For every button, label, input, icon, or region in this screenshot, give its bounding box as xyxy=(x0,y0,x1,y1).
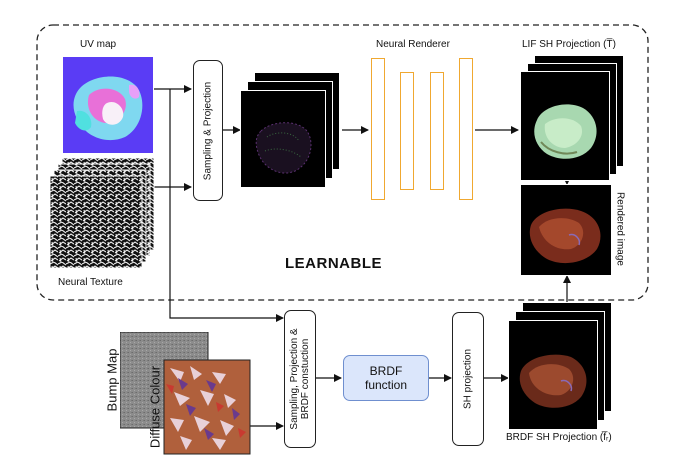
sampling-projection-box: Sampling & Projection xyxy=(193,60,223,201)
brdf-function-box: BRDF function xyxy=(343,355,429,401)
brdf-sampling-box: Sampling, Projection & BRDF constuction xyxy=(284,310,316,448)
neural-texture-stack xyxy=(50,158,155,269)
bump-map-label-wrap: Bump Map xyxy=(104,332,120,428)
neural-texture-label: Neural Texture xyxy=(58,277,123,288)
brdf-sh-image xyxy=(519,354,587,408)
projected-frame-front xyxy=(240,90,326,188)
diffuse-colour-label: Diffuse Colour xyxy=(147,365,163,449)
renderer-layer-1 xyxy=(371,58,385,200)
diffuse-colour-image xyxy=(163,359,251,455)
sh-projection-label: SH projection xyxy=(462,348,474,410)
sh-projection-box: SH projection xyxy=(452,312,484,446)
brdf-sh-frame-front xyxy=(508,320,598,430)
lif-sh-image xyxy=(534,104,597,159)
renderer-layer-4 xyxy=(459,58,473,200)
bump-map-label: Bump Map xyxy=(104,348,120,412)
brdf-sampling-label: Sampling, Projection & BRDF constuction xyxy=(289,328,311,429)
renderer-layer-2 xyxy=(400,72,414,190)
uv-map-label: UV map xyxy=(80,39,117,50)
rendered-image-label-wrap: Rendered image xyxy=(612,184,628,274)
bump-diffuse-images xyxy=(120,332,251,455)
brdf-function-label-line-2: function xyxy=(364,378,408,392)
arrow-uv-to-brdf-sampling xyxy=(169,89,284,322)
uv-map-image xyxy=(63,57,153,153)
brdf-sh-projection-label: BRDF SH Projection (f̅ᵣ) xyxy=(506,432,612,443)
rendered-image-label: Rendered image xyxy=(614,192,626,266)
learnable-label: LEARNABLE xyxy=(285,255,382,272)
lif-sh-projection-label: LIF SH Projection (T̅) xyxy=(522,39,616,50)
neural-renderer-label: Neural Renderer xyxy=(376,39,450,50)
lif-frame-front xyxy=(520,71,610,181)
brdf-function-label-line-1: BRDF xyxy=(369,364,403,378)
rendered-image xyxy=(529,208,601,264)
projected-texture-image xyxy=(255,122,312,174)
rendered-image-frame xyxy=(520,184,612,276)
diffuse-colour-label-wrap: Diffuse Colour xyxy=(147,360,163,454)
learnable-region xyxy=(36,24,649,301)
renderer-layer-3 xyxy=(430,72,444,190)
brdf-sampling-label-line-2: BRDF constuction xyxy=(300,338,311,420)
sampling-projection-label: Sampling & Projection xyxy=(202,81,214,180)
brdf-sampling-label-line-1: Sampling, Projection & xyxy=(289,328,300,430)
